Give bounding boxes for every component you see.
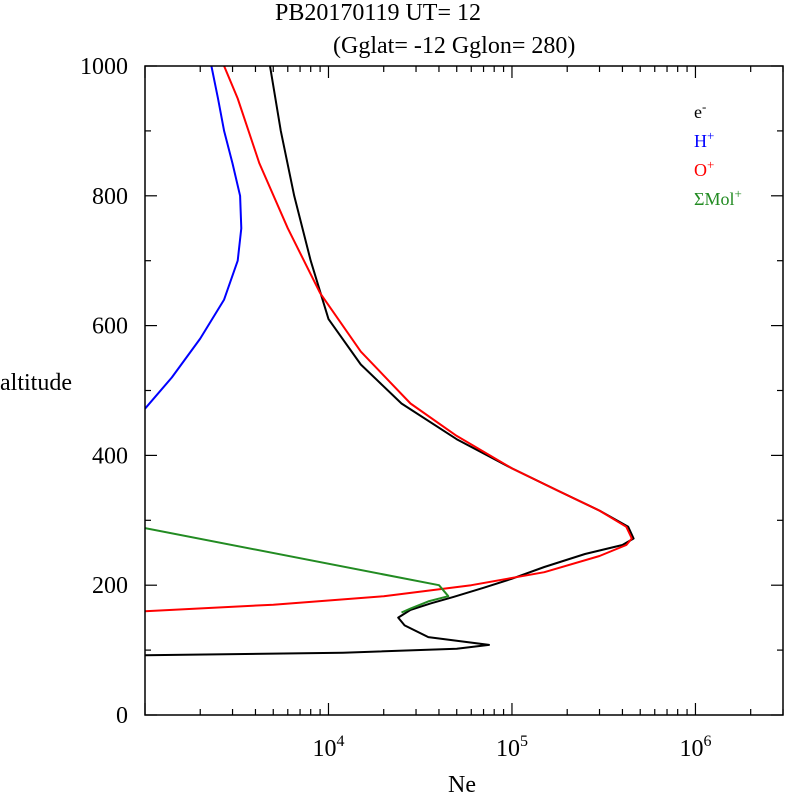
chart-title: PB20170119 UT= 12 (275, 0, 481, 26)
legend-item-3: ΣMol+ (694, 186, 742, 209)
y-tick-label-2: 400 (92, 443, 128, 469)
legend-item-0: e- (694, 99, 706, 122)
legend-item-1: H+ (694, 128, 714, 151)
plot-frame (144, 65, 784, 716)
series-line-2 (145, 66, 633, 613)
series-line-3 (145, 527, 450, 614)
plot-lines (145, 66, 635, 657)
y-tick-label-1: 200 (92, 573, 128, 599)
y-tick-label-5: 1000 (80, 54, 128, 80)
x-tick-labels: 104 105 106 (312, 733, 711, 762)
legend: e- H+ O+ ΣMol+ (694, 99, 742, 209)
legend-item-2: O+ (694, 157, 714, 180)
x-tick-label-2: 106 (679, 733, 711, 762)
y-tick-label-0: 0 (116, 703, 128, 729)
y-tick-label-4: 800 (92, 184, 128, 210)
chart-subtitle: (Gglat= -12 Gglon= 280) (333, 33, 575, 59)
series-line-0 (145, 66, 635, 657)
x-tick-label-1: 105 (496, 733, 528, 762)
y-tick-label-3: 600 (92, 314, 128, 340)
series-line-1 (145, 66, 243, 410)
y-axis-label: altitude (0, 370, 72, 396)
y-tick-labels: 0 200 400 600 800 1000 (80, 54, 128, 729)
x-axis-label: Ne (448, 772, 476, 795)
x-tick-label-0: 104 (312, 733, 344, 762)
ticks (144, 65, 784, 716)
